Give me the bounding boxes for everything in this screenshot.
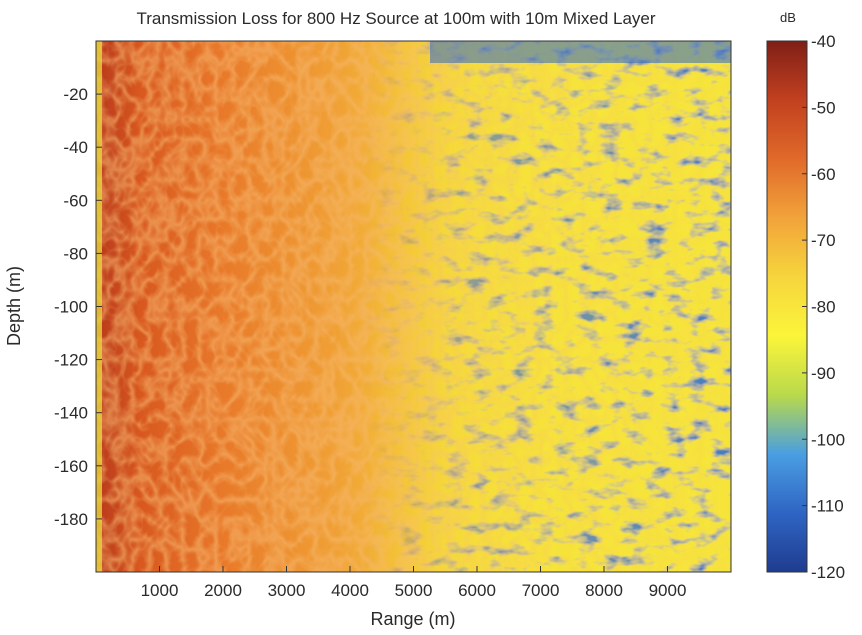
y-tick-label: -20 <box>63 85 88 104</box>
y-tick-label: -120 <box>54 351 88 370</box>
x-tick-label: 8000 <box>585 581 623 600</box>
colorbar-ticks: -40 -50 -60 -70 -80 -90 -100 -110 -120 <box>802 32 845 582</box>
x-tick-label: 5000 <box>395 581 433 600</box>
x-tick-label: 9000 <box>649 581 687 600</box>
colorbar-unit-label: dB <box>780 10 796 25</box>
mixed-layer-band <box>430 41 731 63</box>
x-tick-label: 6000 <box>458 581 496 600</box>
colorbar-tick-label: -40 <box>811 32 836 51</box>
colorbar <box>766 40 808 573</box>
x-axis-ticks: 1000 2000 3000 4000 5000 6000 7000 8000 9000 <box>141 566 687 600</box>
x-axis-label: Range (m) <box>370 609 455 629</box>
colorbar-tick-label: -80 <box>811 298 836 317</box>
colorbar-tick-label: -110 <box>811 497 844 516</box>
x-tick-label: 4000 <box>331 581 369 600</box>
x-tick-label: 7000 <box>522 581 560 600</box>
colorbar-tick-label: -100 <box>811 430 845 449</box>
y-tick-label: -160 <box>54 457 88 476</box>
colorbar-tick-label: -120 <box>811 563 845 582</box>
y-tick-label: -60 <box>63 191 88 210</box>
heatmap-plot-area <box>96 41 731 572</box>
y-tick-label: -140 <box>54 404 88 423</box>
colorbar-tick-label: -70 <box>811 231 836 250</box>
chart-title: Transmission Loss for 800 Hz Source at 1… <box>136 9 655 28</box>
x-tick-label: 2000 <box>204 581 242 600</box>
y-tick-label: -180 <box>54 510 88 529</box>
colorbar-tick-label: -50 <box>811 98 836 117</box>
colorbar-tick-label: -90 <box>811 364 836 383</box>
colorbar-tick-label: -60 <box>811 165 836 184</box>
y-tick-label: -80 <box>63 244 88 263</box>
y-axis-ticks: -20 -40 -60 -80 -100 -120 -140 -160 -180 <box>54 85 102 529</box>
y-axis-label: Depth (m) <box>4 266 24 346</box>
y-tick-label: -40 <box>63 138 88 157</box>
y-tick-label: -100 <box>54 298 88 317</box>
x-tick-label: 3000 <box>268 581 306 600</box>
x-tick-label: 1000 <box>141 581 179 600</box>
heatmap-shadow-zones <box>96 41 731 572</box>
